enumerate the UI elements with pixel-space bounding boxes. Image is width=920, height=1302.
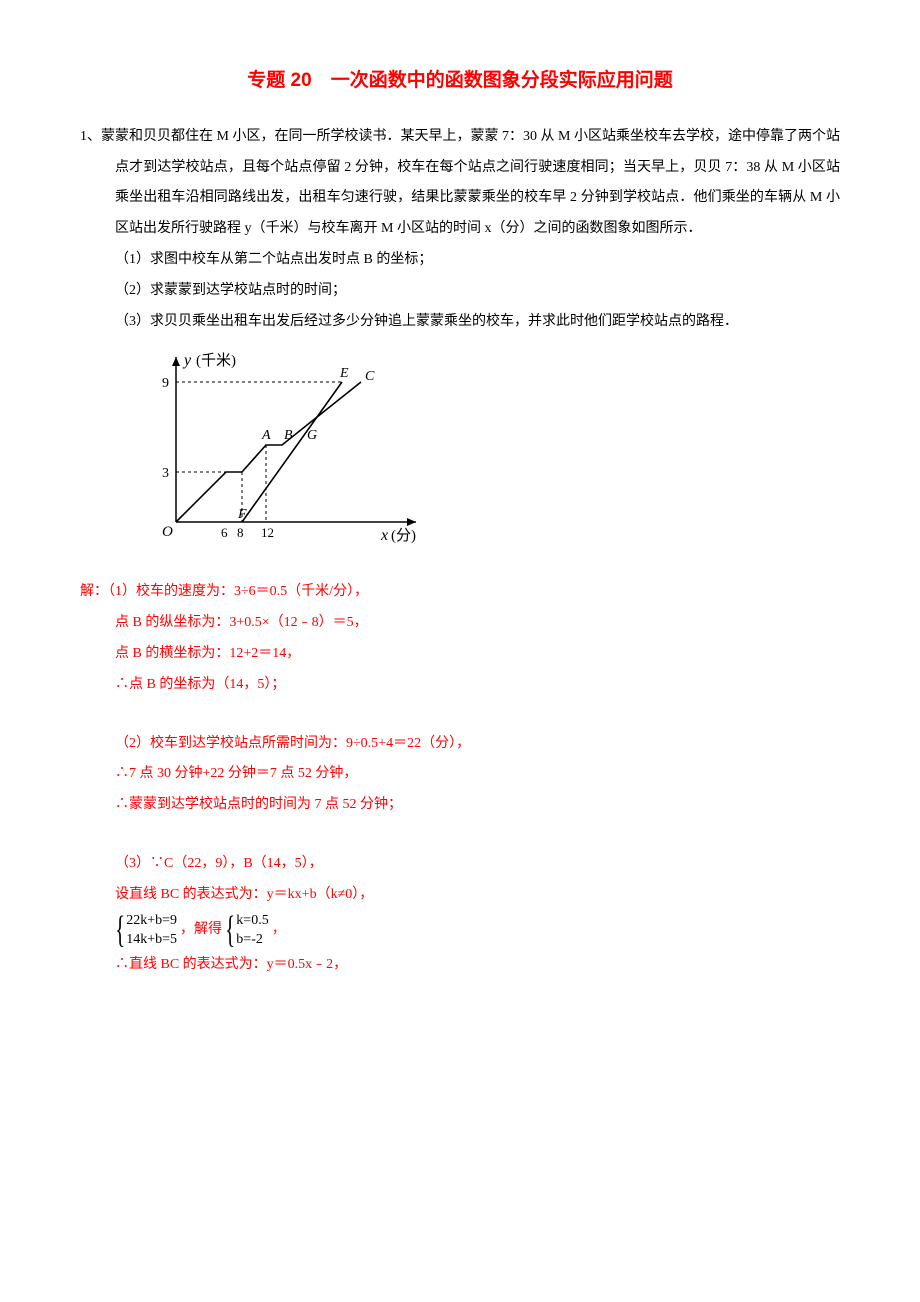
chart-figure: y(千米) x(分) O 3 9 68 12 ABG E C F: [80, 347, 840, 557]
svg-text:12: 12: [261, 525, 274, 540]
svg-text:(分): (分): [391, 527, 416, 544]
question-3: （3）求贝贝乘坐出租车出发后经过多少分钟追上蒙蒙乘坐的校车，并求此时他们距学校站…: [80, 307, 840, 338]
svg-text:y: y: [182, 352, 192, 369]
svg-text:B: B: [284, 428, 293, 443]
question-2: （2）求蒙蒙到达学校站点时的时间；: [80, 276, 840, 307]
sol-1-4: ∴点 B 的坐标为（14，5）；: [80, 670, 840, 701]
eq1-top: 22k+b=9: [126, 911, 177, 931]
svg-text:O: O: [162, 524, 173, 540]
eq-end: ，: [272, 915, 286, 946]
page-title: 专题 20 一次函数中的函数图象分段实际应用问题: [80, 60, 840, 102]
left-brace-1-icon: {: [115, 911, 125, 949]
sol-1-2: 点 B 的纵坐标为：3+0.5×（12﹣8）＝5，: [80, 608, 840, 639]
problem-stem: 1、蒙蒙和贝贝都住在 M 小区，在同一所学校读书．某天早上，蒙蒙 7：30 从 …: [80, 122, 840, 245]
svg-text:6: 6: [221, 525, 228, 540]
eq-middle-text: ，解得: [180, 915, 222, 946]
sol-3-4: ∴直线 BC 的表达式为：y＝0.5x﹣2，: [80, 950, 840, 981]
sol-2-1: （2）校车到达学校站点所需时间为：9÷0.5+4＝22（分），: [80, 729, 840, 760]
svg-text:G: G: [307, 428, 317, 443]
eq1-bot: 14k+b=5: [126, 930, 177, 950]
problem-number: 1、: [80, 129, 101, 144]
problem-body: 蒙蒙和贝贝都住在 M 小区，在同一所学校读书．某天早上，蒙蒙 7：30 从 M …: [101, 129, 840, 236]
solution-block: 解：（1）校车的速度为：3÷6＝0.5（千米/分）， 点 B 的纵坐标为：3+0…: [80, 577, 840, 980]
svg-text:C: C: [365, 369, 375, 384]
svg-text:8: 8: [237, 525, 244, 540]
svg-text:9: 9: [162, 376, 169, 391]
sol-3-2: 设直线 BC 的表达式为：y＝kx+b（k≠0），: [80, 880, 840, 911]
equation-system: { 22k+b=9 14k+b=5 ，解得 { k=0.5 b=-2 ，: [80, 911, 840, 950]
line-chart-svg: y(千米) x(分) O 3 9 68 12 ABG E C F: [136, 347, 436, 557]
left-brace-2-icon: {: [225, 911, 235, 949]
sol-3-1: （3）∵C（22，9），B（14，5），: [80, 849, 840, 880]
problem-block: 1、蒙蒙和贝贝都住在 M 小区，在同一所学校读书．某天早上，蒙蒙 7：30 从 …: [80, 122, 840, 338]
svg-text:3: 3: [162, 466, 169, 481]
sol-2-2: ∴7 点 30 分钟+22 分钟＝7 点 52 分钟，: [80, 759, 840, 790]
sol-1-3: 点 B 的横坐标为：12+2＝14，: [80, 639, 840, 670]
svg-text:A: A: [261, 428, 271, 443]
eq2-bot: b=-2: [236, 930, 268, 950]
sol-1-1-text: （1）校车的速度为：3÷6＝0.5（千米/分），: [108, 584, 368, 599]
svg-text:x: x: [380, 527, 388, 544]
sol-2-3: ∴蒙蒙到达学校站点时的时间为 7 点 52 分钟；: [80, 790, 840, 821]
question-1: （1）求图中校车从第二个站点出发时点 B 的坐标；: [80, 245, 840, 276]
svg-text:E: E: [339, 366, 349, 381]
eq2-top: k=0.5: [236, 911, 268, 931]
svg-text:(千米): (千米): [196, 352, 236, 369]
sol-1-1: 解：（1）校车的速度为：3÷6＝0.5（千米/分），: [80, 577, 840, 608]
svg-text:F: F: [237, 507, 247, 522]
sol-label: 解：: [80, 584, 108, 599]
